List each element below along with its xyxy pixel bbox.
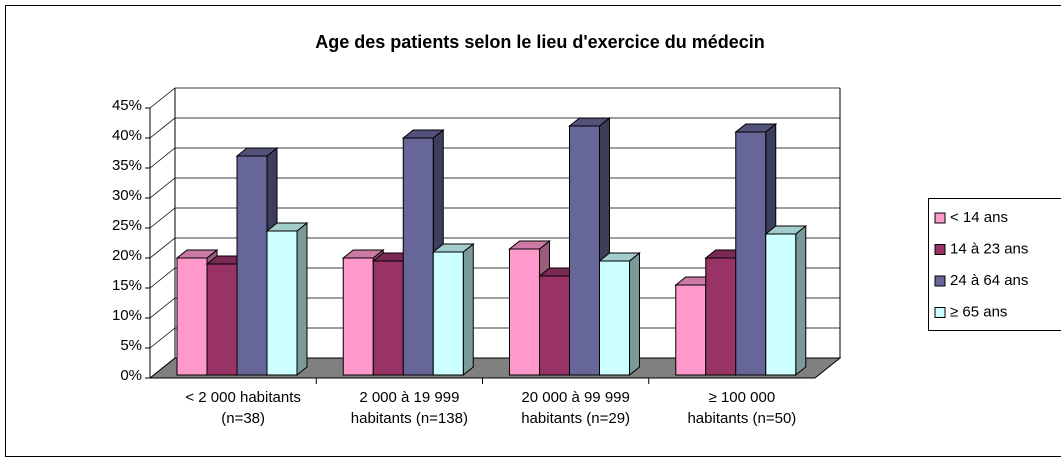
bar <box>206 263 238 376</box>
chart-title: Age des patients selon le lieu d'exercic… <box>315 32 764 52</box>
legend-label: < 14 ans <box>950 209 1008 226</box>
bar <box>569 125 600 376</box>
bar <box>675 284 707 376</box>
grid-line <box>149 207 840 229</box>
y-tick-label: 5% <box>120 337 142 354</box>
legend-swatch <box>934 244 946 255</box>
y-tick-label: 30% <box>112 187 142 204</box>
bar <box>432 251 464 376</box>
legend-swatch <box>934 307 946 318</box>
bar-side <box>629 251 640 377</box>
y-tick-label: 10% <box>112 307 142 324</box>
y-tick-label: 40% <box>112 127 142 144</box>
legend-label: ≥ 65 ans <box>950 303 1007 320</box>
legend-swatch <box>934 275 946 287</box>
bar <box>539 275 570 376</box>
bar <box>176 257 208 376</box>
y-tick-label: 0% <box>120 367 142 384</box>
y-tick-label: 15% <box>112 277 142 294</box>
bar <box>372 260 404 376</box>
bar <box>266 230 298 376</box>
bar-side <box>795 224 807 377</box>
grid-line <box>149 177 840 199</box>
bar <box>236 155 268 376</box>
bar <box>509 248 540 376</box>
chart-border <box>5 5 1061 457</box>
bar-side <box>296 221 308 377</box>
bar <box>765 233 797 376</box>
grid-line <box>149 117 840 139</box>
x-tick-label: 20 000 à 99 999 habitants (n=29) <box>521 389 631 427</box>
legend-swatch <box>934 212 946 224</box>
bar <box>402 137 434 376</box>
grid-line <box>149 237 840 259</box>
bar <box>735 131 767 376</box>
grid-line <box>149 87 840 109</box>
grid-line <box>149 147 840 169</box>
x-tick-label: ≥ 100 000 habitants (n=50) <box>687 389 797 427</box>
x-tick-label: 2 000 à 19 999 habitants (n=138) <box>350 389 468 427</box>
y-tick-label: 20% <box>112 247 142 264</box>
bar <box>599 260 630 376</box>
y-tick-label: 25% <box>112 217 142 234</box>
bar <box>705 257 737 376</box>
legend-label: 24 à 64 ans <box>950 272 1028 289</box>
y-tick-label: 45% <box>112 97 142 114</box>
y-tick-label: 35% <box>112 157 142 174</box>
legend-box <box>928 198 1061 331</box>
bar-side <box>462 242 474 377</box>
legend-label: 14 à 23 ans <box>950 240 1028 257</box>
bar <box>342 257 374 376</box>
x-tick-label: < 2 000 habitants (n=38) <box>185 389 301 427</box>
